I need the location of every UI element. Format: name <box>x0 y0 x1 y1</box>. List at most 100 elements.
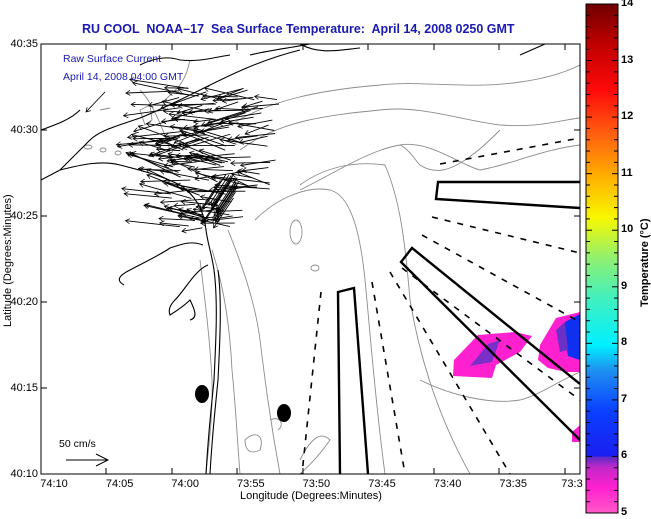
current-vector <box>174 120 228 142</box>
colorbar <box>585 3 619 514</box>
sst-patch-west-core <box>470 340 500 366</box>
current-vector <box>221 112 246 122</box>
dashed-line <box>371 281 406 474</box>
current-vector <box>160 223 189 227</box>
colorbar-tick-marks <box>586 3 618 514</box>
current-vector <box>214 173 235 204</box>
current-vector <box>201 109 251 125</box>
current-vector <box>188 169 234 171</box>
current-vector <box>211 175 232 205</box>
current-vector <box>168 92 200 97</box>
colorbar-tick-label: 12 <box>621 110 634 123</box>
dashed-line <box>301 291 322 474</box>
current-vector <box>236 133 276 137</box>
current-vector <box>217 178 238 209</box>
x-axis-label: Longitude (Degrees:Minutes) <box>240 490 382 502</box>
colorbar-tick-label: 13 <box>621 53 634 66</box>
y-tick-marks <box>41 129 580 389</box>
current-vector <box>150 154 171 156</box>
box-east <box>434 180 580 210</box>
dashed-line <box>421 234 580 323</box>
current-vector <box>180 188 210 193</box>
survey-boxes <box>336 180 580 474</box>
current-vector <box>176 155 201 156</box>
current-vector <box>243 100 263 107</box>
current-vector <box>228 135 258 140</box>
current-vector <box>195 170 246 179</box>
current-vector <box>155 133 187 144</box>
current-vector <box>154 189 193 194</box>
current-vector <box>130 153 181 178</box>
current-vector <box>132 153 174 159</box>
current-vector <box>203 96 238 97</box>
current-vector <box>187 209 205 218</box>
current-vector <box>214 197 234 228</box>
x-tick-label: 74:10 <box>40 478 68 490</box>
current-vector <box>160 171 210 181</box>
x-tick-label: 73:35 <box>499 478 527 490</box>
current-vector <box>199 157 222 164</box>
current-vectors <box>86 79 280 231</box>
colorbar-tick-label: 10 <box>621 223 634 236</box>
current-vector <box>231 162 271 163</box>
current-vector <box>141 180 191 182</box>
colorbar-tick-label: 14 <box>621 0 634 9</box>
current-vector <box>177 104 203 113</box>
current-vector <box>174 204 196 206</box>
box-south <box>336 286 370 474</box>
current-vector <box>125 221 180 228</box>
x-tick-label: 73:55 <box>237 478 265 490</box>
current-vector <box>229 122 275 131</box>
current-vector <box>124 194 172 199</box>
bathymetry-contours <box>83 59 580 474</box>
current-vector <box>186 158 217 166</box>
dashed-line <box>431 216 580 254</box>
current-vector <box>129 145 182 146</box>
current-vector <box>242 103 280 107</box>
x-tick-label: 73:3 <box>561 478 583 490</box>
current-vector <box>169 156 197 162</box>
current-vector <box>216 108 243 109</box>
box-diagonal <box>399 246 580 441</box>
current-vector <box>212 176 270 184</box>
current-vector <box>216 182 237 213</box>
y-tick-label: 40:20 <box>10 296 38 308</box>
current-vector <box>203 178 224 209</box>
current-vector <box>199 150 232 161</box>
colorbar-tick-label: 5 <box>621 506 628 518</box>
map-title: RU COOL NOAA–17 Sea Surface Temperature:… <box>82 22 515 36</box>
current-vector <box>180 130 227 147</box>
current-vector <box>239 135 268 142</box>
sst-patch-east-core <box>565 314 580 360</box>
dashed-sector-lines <box>301 137 580 474</box>
current-vector <box>172 110 197 118</box>
y-tick-label: 40:25 <box>10 210 38 222</box>
current-vector <box>146 124 205 133</box>
current-vector <box>169 114 217 120</box>
y-tick-label: 40:35 <box>10 38 38 50</box>
current-vector <box>86 91 106 112</box>
current-vector <box>245 124 269 134</box>
current-vector <box>157 149 181 150</box>
colorbar-label: Temperature (°C) <box>639 218 651 307</box>
x-tick-label: 73:40 <box>433 478 462 490</box>
dashed-line <box>401 267 580 401</box>
x-tick-marks <box>105 44 566 474</box>
current-vector <box>209 174 230 205</box>
current-vector <box>118 136 176 146</box>
current-vector <box>215 191 236 222</box>
current-vector <box>212 177 233 208</box>
coastline <box>41 44 546 474</box>
x-tick-label: 73:50 <box>302 478 331 490</box>
current-vector <box>144 205 201 219</box>
y-tick-label: 40:10 <box>10 468 38 480</box>
current-vector <box>237 172 270 186</box>
current-vector <box>140 184 192 199</box>
mooring-marker <box>195 385 209 403</box>
current-vector <box>134 117 180 131</box>
colorbar-tick-label: 9 <box>621 279 628 292</box>
scale-arrow <box>66 453 110 467</box>
current-vector <box>200 180 221 210</box>
current-vector <box>124 107 180 116</box>
